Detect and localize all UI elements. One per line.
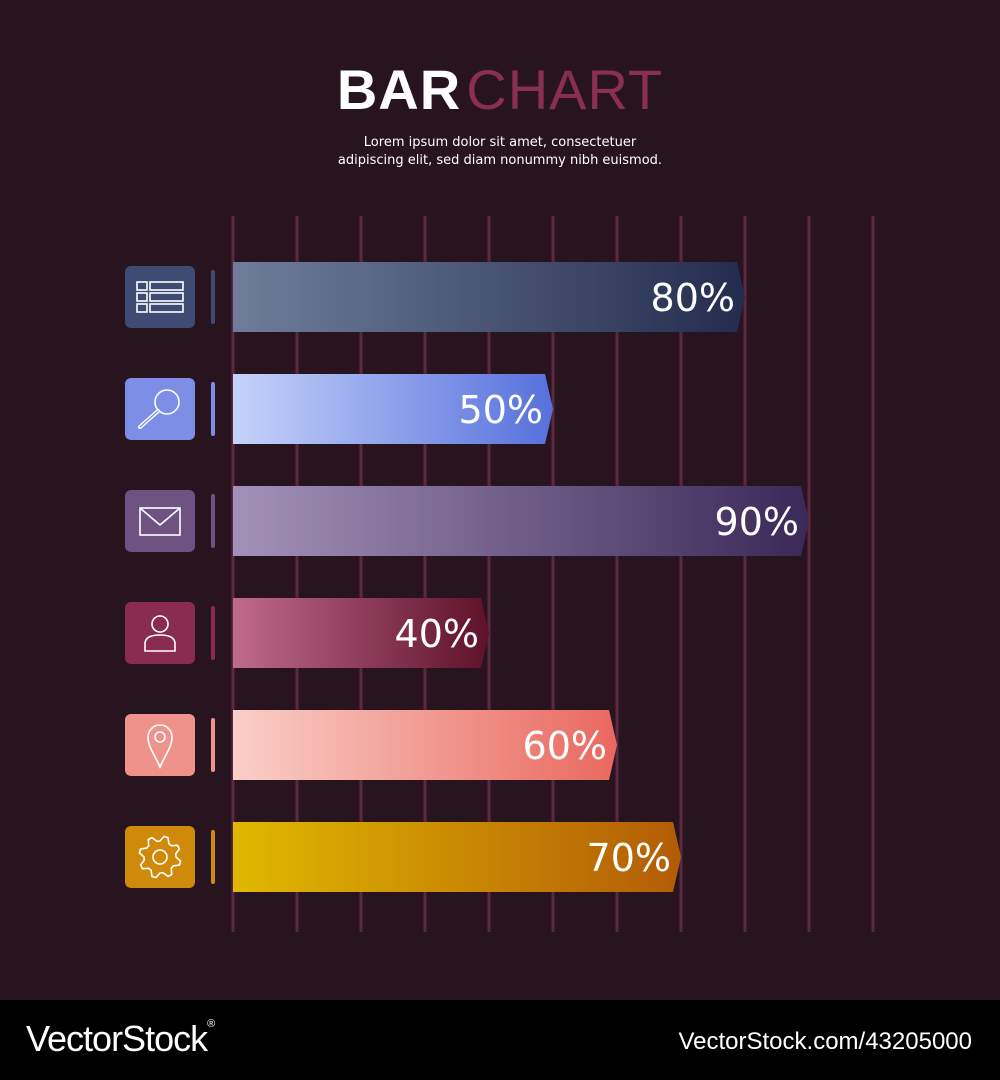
title-bold: BAR [336, 58, 462, 121]
brand-logo: VectorStock® [26, 1018, 215, 1060]
search-icon [125, 378, 195, 440]
row-marker [211, 830, 215, 884]
category-icons [125, 266, 215, 888]
data-label: 90% [715, 500, 799, 544]
icon-tile [125, 490, 195, 552]
location-pin-icon [125, 714, 195, 776]
gear-icon [125, 826, 195, 888]
bars: 80% 50% 90% 40% 60% 70% [233, 262, 809, 892]
bar [233, 598, 489, 668]
title-light: CHART [466, 58, 664, 121]
icon-tile [125, 826, 195, 888]
row-marker [211, 606, 215, 660]
bar [233, 822, 681, 892]
icon-tile [125, 714, 195, 776]
icon-tile [125, 378, 195, 440]
bar [233, 710, 617, 780]
data-label: 40% [395, 612, 479, 656]
icon-tile [125, 602, 195, 664]
data-label: 50% [459, 388, 543, 432]
bar-chart: 80% 50% 90% 40% 60% 70% [125, 216, 875, 932]
icon-tile [125, 266, 195, 328]
row-marker [211, 494, 215, 548]
brand-mark: ® [207, 1018, 215, 1030]
bar [233, 262, 745, 332]
bar [233, 486, 809, 556]
row-marker [211, 382, 215, 436]
data-label: 80% [651, 276, 735, 320]
stock-id: VectorStock.com/43205000 [678, 1028, 972, 1055]
user-icon [125, 602, 195, 664]
chart-title: BAR CHART [0, 62, 1000, 118]
grid-lines [231, 216, 875, 932]
data-label: 70% [587, 836, 671, 880]
row-marker [211, 270, 215, 324]
row-marker [211, 718, 215, 772]
watermark-footer: VectorStock® VectorStock.com/43205000 [0, 1000, 1000, 1080]
mail-icon [125, 490, 195, 552]
subtitle-line-1: Lorem ipsum dolor sit amet, consectetuer [363, 135, 637, 150]
brand-name: VectorStock [26, 1018, 208, 1059]
data-label: 60% [523, 724, 607, 768]
table-icon [125, 266, 195, 328]
bar [233, 374, 553, 444]
subtitle-line-2: adipiscing elit, sed diam nonummy nibh e… [337, 153, 663, 168]
chart-subtitle: Lorem ipsum dolor sit amet, consectetuer… [0, 134, 1000, 170]
